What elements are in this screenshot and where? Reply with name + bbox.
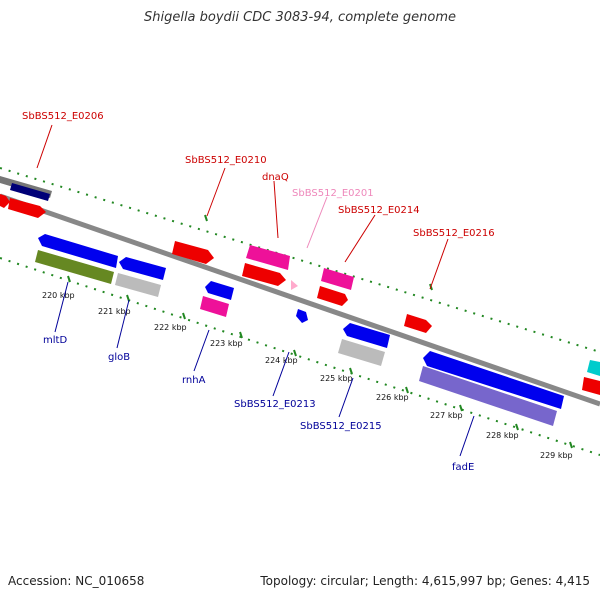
tick-label-223: 223 kbp (210, 339, 243, 348)
feature-label-gloB: gloB (108, 352, 130, 363)
gene-features (0, 176, 600, 426)
tick-label-220: 220 kbp (42, 291, 75, 300)
feature-label-dnaQ: dnaQ (262, 172, 289, 183)
scale-tick-labels: 220 kbp 221 kbp 222 kbp 223 kbp 224 kbp … (42, 291, 573, 460)
gene-feature-cyan-edge (587, 360, 600, 376)
leader-line-SbBS512_E0206 (36, 124, 53, 169)
reverse-feature-labels: mltD gloB rnhA SbBS512_E0213 SbBS512_E02… (43, 335, 474, 473)
feature-label-mltD: mltD (43, 335, 67, 346)
feature-label-SbBS512_E0210: SbBS512_E0210 (185, 155, 267, 166)
major-ticks-lower (67, 275, 573, 449)
tick-label-229: 229 kbp (540, 451, 573, 460)
gene-feature-pink-small (291, 280, 298, 290)
gene-feature-red (172, 241, 214, 264)
gene-feature-magenta (321, 268, 354, 290)
gene-feature-blue (119, 257, 166, 280)
tick-tracks (0, 167, 600, 456)
tick-label-221: 221 kbp (98, 307, 131, 316)
leader-line-fadE (459, 415, 475, 457)
gene-feature-olive (35, 250, 114, 284)
accession-label: Accession: NC_010658 (8, 574, 145, 588)
leader-line-gloB (116, 299, 130, 349)
leader-line-SbBS512_E0215 (338, 377, 354, 418)
feature-label-SbBS512_E0215: SbBS512_E0215 (300, 421, 382, 432)
feature-label-SbBS512_E0216: SbBS512_E0216 (413, 228, 495, 239)
feature-label-SbBS512_E0206: SbBS512_E0206 (22, 111, 104, 122)
feature-label-fadE: fadE (452, 462, 474, 473)
gene-feature-navy (10, 183, 50, 201)
gene-feature-blue (423, 351, 564, 409)
gene-feature-silver (338, 339, 385, 366)
gene-feature-red-edge (582, 377, 600, 395)
gene-feature-magenta (200, 296, 229, 317)
feature-label-rnhA: rnhA (182, 375, 206, 386)
gene-feature-purple (419, 366, 557, 426)
leader-line-SbBS512_E0216 (429, 238, 449, 290)
gene-feature-blue (343, 323, 390, 348)
tick-label-222: 222 kbp (154, 323, 187, 332)
tick-label-228: 228 kbp (486, 431, 519, 440)
feature-label-SbBS512_E0213: SbBS512_E0213 (234, 399, 316, 410)
gene-feature-red-edge (0, 194, 10, 208)
gene-feature-red (317, 286, 348, 306)
leader-line-dnaQ (273, 180, 279, 239)
gene-feature-blue (38, 234, 118, 268)
upper-tick-track (0, 167, 600, 353)
gene-feature-red (8, 198, 46, 218)
gene-feature-silver (115, 273, 161, 297)
feature-label-SbBS512_E0201: SbBS512_E0201 (292, 188, 374, 199)
tick-label-227: 227 kbp (430, 411, 463, 420)
genome-backbone (0, 193, 600, 407)
genome-stats-label: Topology: circular; Length: 4,615,997 bp… (260, 574, 590, 588)
gene-feature-red (242, 263, 286, 286)
tick-label-225: 225 kbp (320, 374, 353, 383)
leader-line-rnhA (193, 329, 210, 372)
gene-feature-blue (205, 281, 234, 300)
leader-lines (36, 124, 475, 457)
forward-feature-labels: SbBS512_E0206 SbBS512_E0210 dnaQ SbBS512… (22, 111, 495, 239)
gene-feature-magenta (246, 245, 290, 270)
leader-line-SbBS512_E0214 (344, 214, 376, 263)
leader-line-SbBS512_E0213 (272, 351, 290, 397)
tick-label-226: 226 kbp (376, 393, 409, 402)
gene-feature-red (404, 314, 432, 333)
leader-line-SbBS512_E0210 (206, 167, 226, 217)
gene-feature-blue-small (296, 309, 308, 323)
map-title: Shigella boydii CDC 3083-94, complete ge… (143, 10, 457, 25)
feature-label-SbBS512_E0214: SbBS512_E0214 (338, 205, 420, 216)
leader-line-SbBS512_E0201 (306, 196, 328, 249)
lower-tick-track (0, 257, 600, 456)
tick-label-224: 224 kbp (265, 356, 298, 365)
leader-line-mltD (54, 281, 69, 333)
